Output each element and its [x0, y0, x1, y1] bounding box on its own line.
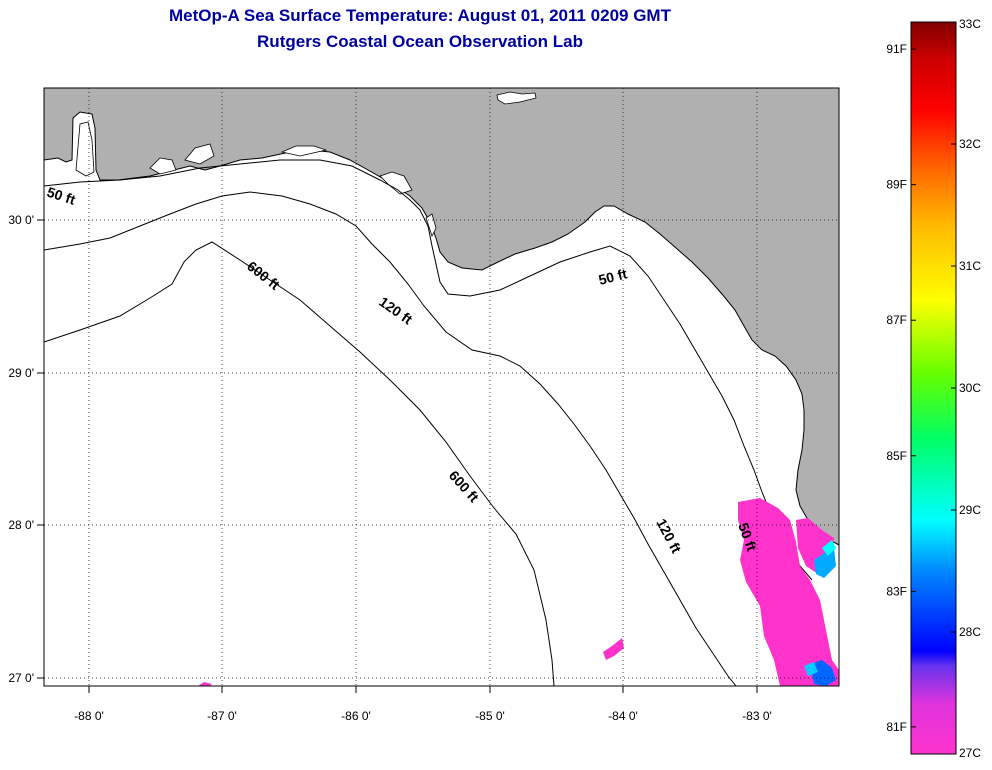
graticule: [44, 88, 839, 686]
colorbar-celsius-label: 32C: [959, 137, 981, 151]
sst-patch: [738, 498, 839, 686]
colorbar-ticks: [911, 21, 956, 755]
lat-tick-label: 27 0': [8, 671, 34, 685]
colorbar-celsius-label: 30C: [959, 381, 981, 395]
colorbar-celsius-label: 27C: [959, 746, 981, 760]
colorbar-fahrenheit-label: 91F: [886, 42, 907, 56]
colorbar-celsius-label: 33C: [959, 17, 981, 31]
isobath-label: 50 ft: [597, 265, 629, 288]
map-frame: [43, 87, 840, 687]
lon-tick-label: -86 0': [341, 709, 371, 723]
isobath-120ft: [44, 191, 737, 686]
colorbar-celsius-label: 29C: [959, 503, 981, 517]
colorbar-celsius-label: 31C: [959, 259, 981, 273]
lat-tick-label: 30 0': [8, 213, 34, 227]
colorbar-celsius-labels: 33C 32C 31C 30C 29C 28C 27C: [959, 17, 981, 760]
lon-tick-label: -83 0': [742, 709, 772, 723]
lat-tick-label: 29 0': [8, 366, 34, 380]
colorbar-fahrenheit-label: 81F: [886, 720, 907, 734]
lon-tick-label: -84 0': [608, 709, 638, 723]
lat-tick-label: 28 0': [8, 518, 34, 532]
colorbar: [910, 21, 957, 755]
colorbar-fahrenheit-label: 83F: [886, 584, 907, 598]
colorbar-fahrenheit-label: 87F: [886, 313, 907, 327]
lon-tick-label: -87 0': [207, 709, 237, 723]
axis-ticks: [37, 219, 758, 693]
lon-tick-label: -88 0': [74, 709, 104, 723]
isobath-50ft: [44, 159, 813, 581]
colorbar-fahrenheit-label: 89F: [886, 178, 907, 192]
map-title: MetOp-A Sea Surface Temperature: August …: [169, 6, 671, 25]
colorbar-celsius-label: 28C: [959, 625, 981, 639]
isobath-600ft: [44, 241, 555, 686]
lon-tick-label: -85 0': [475, 709, 505, 723]
map-subtitle: Rutgers Coastal Ocean Observation Lab: [257, 32, 583, 51]
colorbar-fahrenheit-label: 85F: [886, 449, 907, 463]
colorbar-fahrenheit-labels: 91F 89F 87F 85F 83F 81F: [886, 42, 907, 734]
